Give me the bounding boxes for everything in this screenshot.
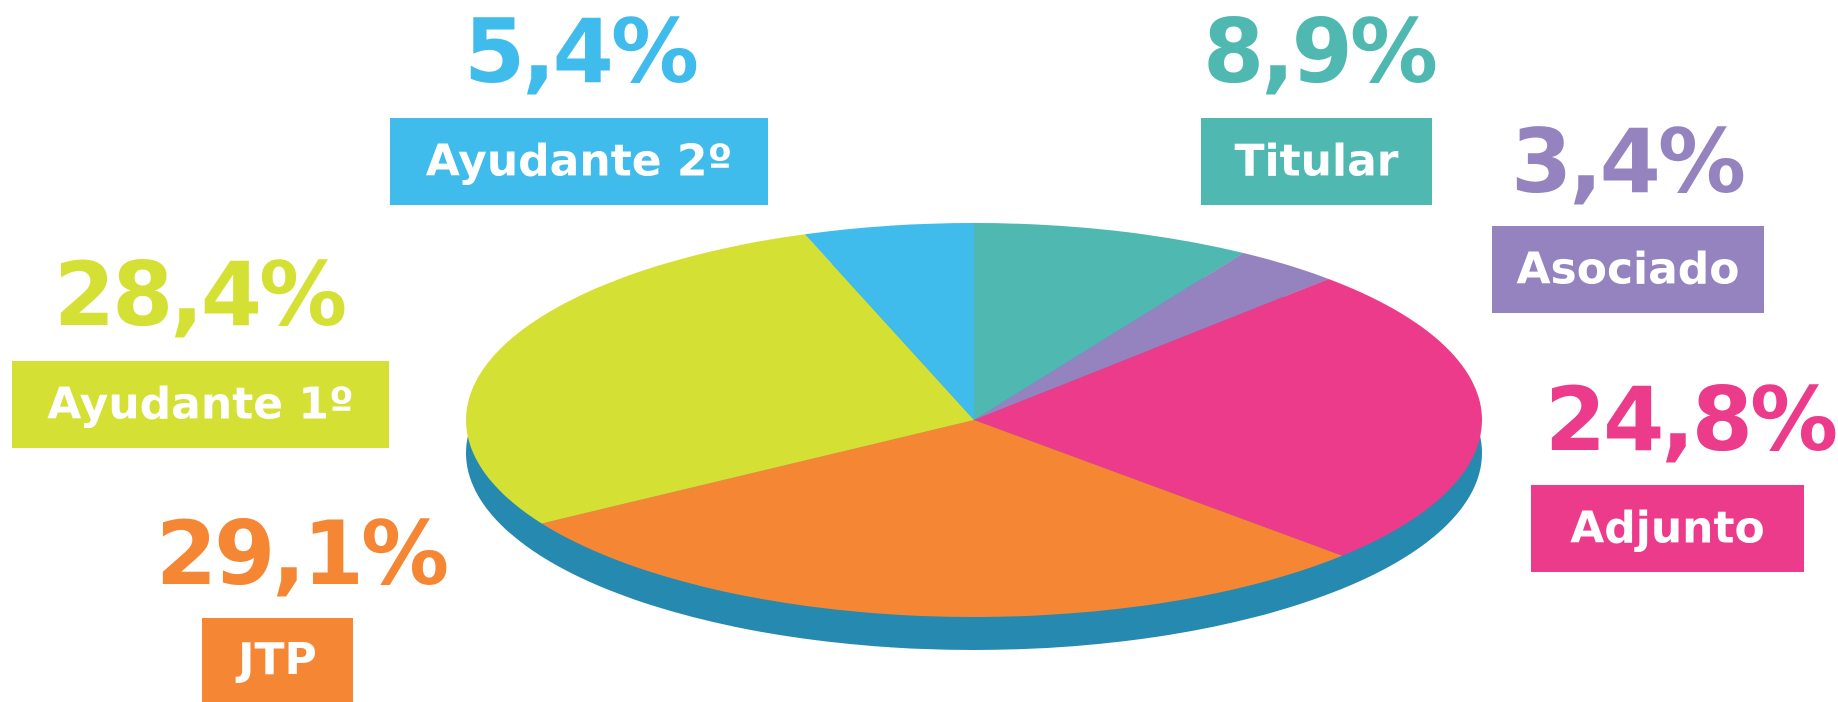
label-box [1492, 226, 1764, 313]
label-box [1201, 118, 1432, 205]
value-label: 24,8% [1545, 368, 1836, 471]
pie-slice [974, 278, 1483, 556]
pie-slice [974, 253, 1329, 420]
value-label: 8,9% [1203, 0, 1436, 103]
category-label: Asociado [1516, 244, 1739, 295]
label-box [1531, 485, 1804, 572]
value-label: 3,4% [1511, 110, 1744, 213]
category-label: Titular [1235, 136, 1399, 187]
category-label: Ayudante 2º [426, 136, 733, 187]
category-label: Ayudante 1º [47, 379, 354, 430]
label-box [390, 118, 768, 205]
pie-slice [466, 234, 974, 524]
pie-slice [541, 420, 1343, 617]
pie-slice [804, 223, 974, 420]
category-label: JTP [235, 634, 317, 685]
pie-slice [974, 223, 1244, 420]
label-box [202, 618, 353, 702]
value-label: 29,1% [156, 502, 447, 605]
label-box [12, 361, 389, 448]
value-label: 28,4% [54, 243, 345, 346]
category-label: Adjunto [1570, 503, 1765, 554]
value-label: 5,4% [464, 0, 697, 103]
